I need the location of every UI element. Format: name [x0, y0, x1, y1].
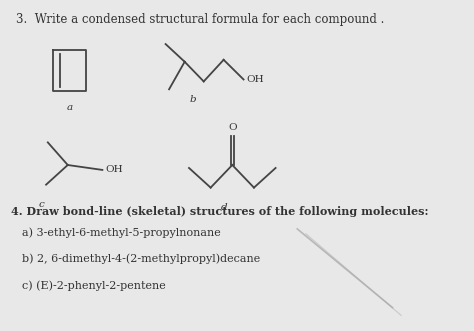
Text: c: c: [39, 200, 45, 210]
Text: OH: OH: [246, 75, 264, 84]
Text: b: b: [190, 95, 197, 104]
Text: O: O: [228, 122, 237, 132]
Text: c) (E)-2-phenyl-2-pentene: c) (E)-2-phenyl-2-pentene: [22, 280, 165, 291]
Text: b) 2, 6-dimethyl-4-(2-methylpropyl)decane: b) 2, 6-dimethyl-4-(2-methylpropyl)decan…: [22, 254, 260, 264]
Text: a) 3-ethyl-6-methyl-5-propylnonane: a) 3-ethyl-6-methyl-5-propylnonane: [22, 227, 220, 238]
Text: 4. Draw bond-line (skeletal) structures of the following molecules:: 4. Draw bond-line (skeletal) structures …: [11, 206, 429, 217]
Text: 3.  Write a condensed structural formula for each compound .: 3. Write a condensed structural formula …: [16, 13, 384, 25]
Text: a: a: [66, 103, 73, 112]
Text: d: d: [220, 203, 227, 213]
Text: OH: OH: [105, 166, 123, 174]
